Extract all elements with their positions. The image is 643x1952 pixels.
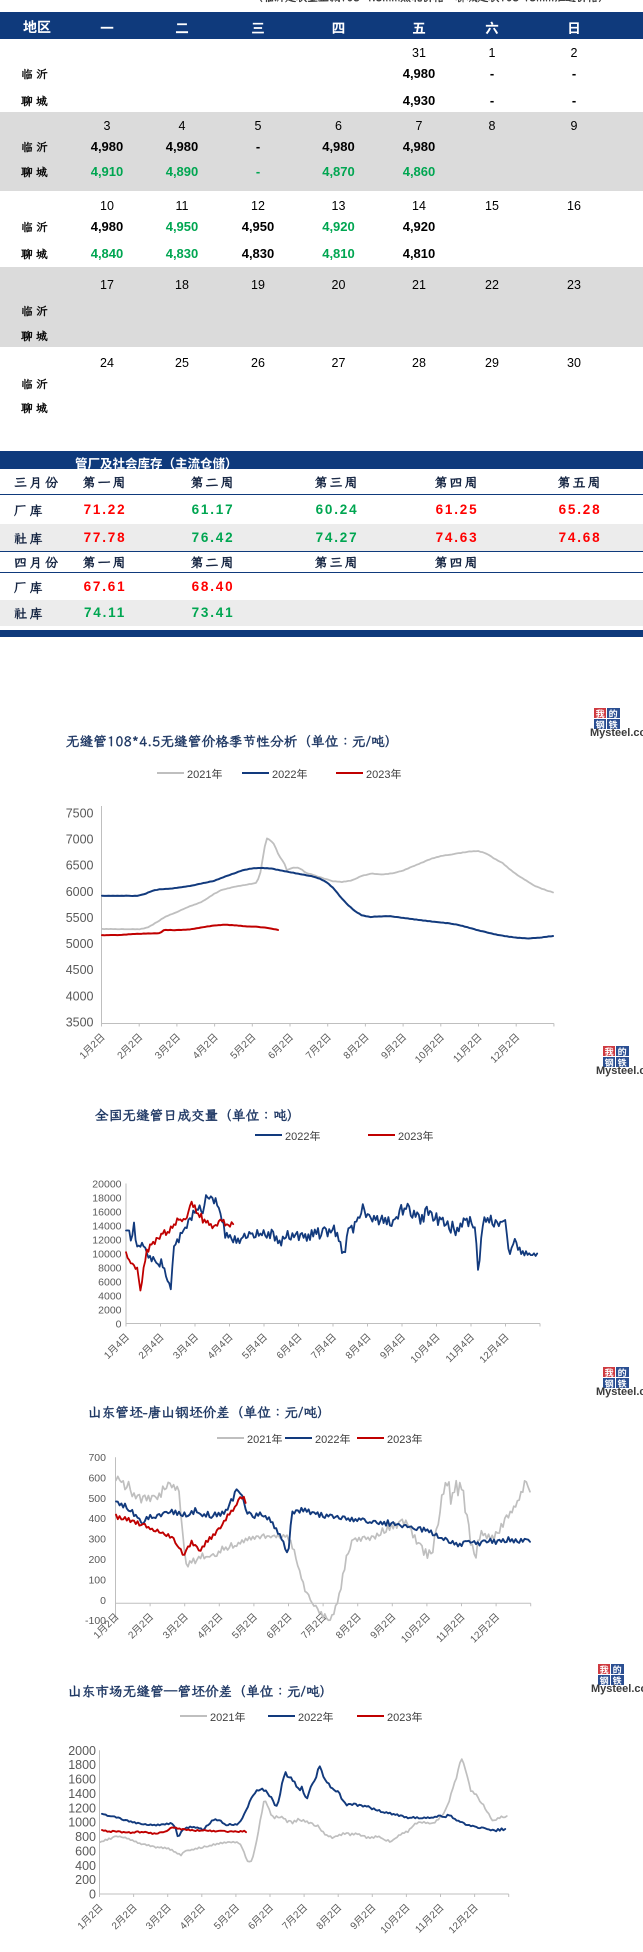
svg-text:3月4日: 3月4日 (171, 1332, 201, 1362)
svg-text:8000: 8000 (98, 1262, 122, 1274)
svg-text:5月2日: 5月2日 (212, 1902, 242, 1932)
svg-text:7000: 7000 (66, 833, 94, 847)
svg-text:11月2日: 11月2日 (413, 1902, 446, 1935)
svg-text:4月2日: 4月2日 (196, 1612, 226, 1642)
svg-text:500: 500 (88, 1493, 106, 1505)
svg-text:-100: -100 (85, 1615, 106, 1627)
svg-text:7500: 7500 (66, 807, 94, 821)
svg-text:14000: 14000 (92, 1220, 121, 1232)
svg-text:200: 200 (88, 1554, 106, 1566)
svg-text:6500: 6500 (66, 859, 94, 873)
svg-text:3500: 3500 (66, 1015, 94, 1029)
svg-text:1月2日: 1月2日 (78, 1032, 108, 1062)
svg-text:10月2日: 10月2日 (413, 1032, 447, 1066)
svg-text:16000: 16000 (92, 1206, 121, 1218)
svg-text:2月2日: 2月2日 (126, 1612, 156, 1642)
svg-text:3月2日: 3月2日 (161, 1612, 191, 1642)
svg-text:1200: 1200 (68, 1801, 96, 1815)
svg-text:2月2日: 2月2日 (110, 1902, 140, 1932)
svg-text:12月2日: 12月2日 (469, 1612, 503, 1646)
svg-text:4月2日: 4月2日 (178, 1902, 208, 1932)
svg-text:6000: 6000 (98, 1276, 122, 1288)
svg-text:12000: 12000 (92, 1234, 121, 1246)
svg-text:1400: 1400 (68, 1787, 96, 1801)
svg-text:7月2日: 7月2日 (299, 1612, 329, 1642)
svg-text:10月2日: 10月2日 (379, 1902, 413, 1936)
svg-text:10月2日: 10月2日 (399, 1612, 433, 1646)
svg-text:0: 0 (116, 1318, 122, 1330)
svg-text:12月2日: 12月2日 (447, 1902, 481, 1936)
svg-text:6月4日: 6月4日 (275, 1332, 305, 1362)
svg-text:6月2日: 6月2日 (265, 1612, 295, 1642)
svg-text:18000: 18000 (92, 1192, 121, 1204)
svg-text:20000: 20000 (92, 1178, 121, 1190)
svg-text:0: 0 (89, 1888, 96, 1902)
svg-text:7月2日: 7月2日 (280, 1902, 310, 1932)
svg-text:8月4日: 8月4日 (344, 1332, 374, 1362)
svg-text:2月4日: 2月4日 (137, 1332, 167, 1362)
svg-text:8月2日: 8月2日 (334, 1612, 364, 1642)
svg-text:3月2日: 3月2日 (144, 1902, 174, 1932)
svg-text:4000: 4000 (66, 989, 94, 1003)
svg-text:11月2日: 11月2日 (434, 1612, 467, 1645)
svg-text:12月2日: 12月2日 (489, 1032, 523, 1066)
svg-text:1800: 1800 (68, 1758, 96, 1772)
svg-text:1600: 1600 (68, 1773, 96, 1787)
svg-text:11月2日: 11月2日 (451, 1032, 484, 1065)
svg-text:800: 800 (75, 1830, 96, 1844)
svg-text:100: 100 (88, 1574, 106, 1586)
svg-text:9月2日: 9月2日 (369, 1612, 399, 1642)
svg-text:6000: 6000 (66, 885, 94, 899)
svg-text:6月2日: 6月2日 (266, 1032, 296, 1062)
svg-text:0: 0 (100, 1595, 106, 1607)
svg-text:10000: 10000 (92, 1248, 121, 1260)
svg-text:2月2日: 2月2日 (116, 1032, 146, 1062)
svg-text:5000: 5000 (66, 937, 94, 951)
svg-text:1000: 1000 (68, 1816, 96, 1830)
svg-text:300: 300 (88, 1534, 106, 1546)
svg-text:2000: 2000 (98, 1304, 122, 1316)
svg-text:200: 200 (75, 1873, 96, 1887)
svg-text:5月2日: 5月2日 (230, 1612, 260, 1642)
svg-text:5月4日: 5月4日 (240, 1332, 270, 1362)
svg-text:3月2日: 3月2日 (153, 1032, 183, 1062)
svg-text:4月4日: 4月4日 (206, 1332, 236, 1362)
svg-text:4000: 4000 (98, 1290, 122, 1302)
svg-text:8月2日: 8月2日 (342, 1032, 372, 1062)
svg-text:9月2日: 9月2日 (349, 1902, 379, 1932)
svg-text:1月2日: 1月2日 (76, 1902, 106, 1932)
svg-text:7月4日: 7月4日 (309, 1332, 339, 1362)
svg-text:700: 700 (88, 1452, 106, 1464)
svg-text:9月2日: 9月2日 (379, 1032, 409, 1062)
svg-text:1月4日: 1月4日 (102, 1332, 132, 1362)
svg-text:5500: 5500 (66, 911, 94, 925)
svg-text:400: 400 (88, 1513, 106, 1525)
svg-text:6月2日: 6月2日 (246, 1902, 276, 1932)
svg-text:9月4日: 9月4日 (378, 1332, 408, 1362)
svg-text:600: 600 (75, 1844, 96, 1858)
svg-text:400: 400 (75, 1859, 96, 1873)
svg-text:4500: 4500 (66, 963, 94, 977)
svg-text:4月2日: 4月2日 (191, 1032, 221, 1062)
svg-text:2000: 2000 (68, 1744, 96, 1758)
svg-text:7月2日: 7月2日 (304, 1032, 334, 1062)
svg-text:5月2日: 5月2日 (229, 1032, 259, 1062)
svg-text:600: 600 (88, 1472, 106, 1484)
svg-text:8月2日: 8月2日 (315, 1902, 345, 1932)
